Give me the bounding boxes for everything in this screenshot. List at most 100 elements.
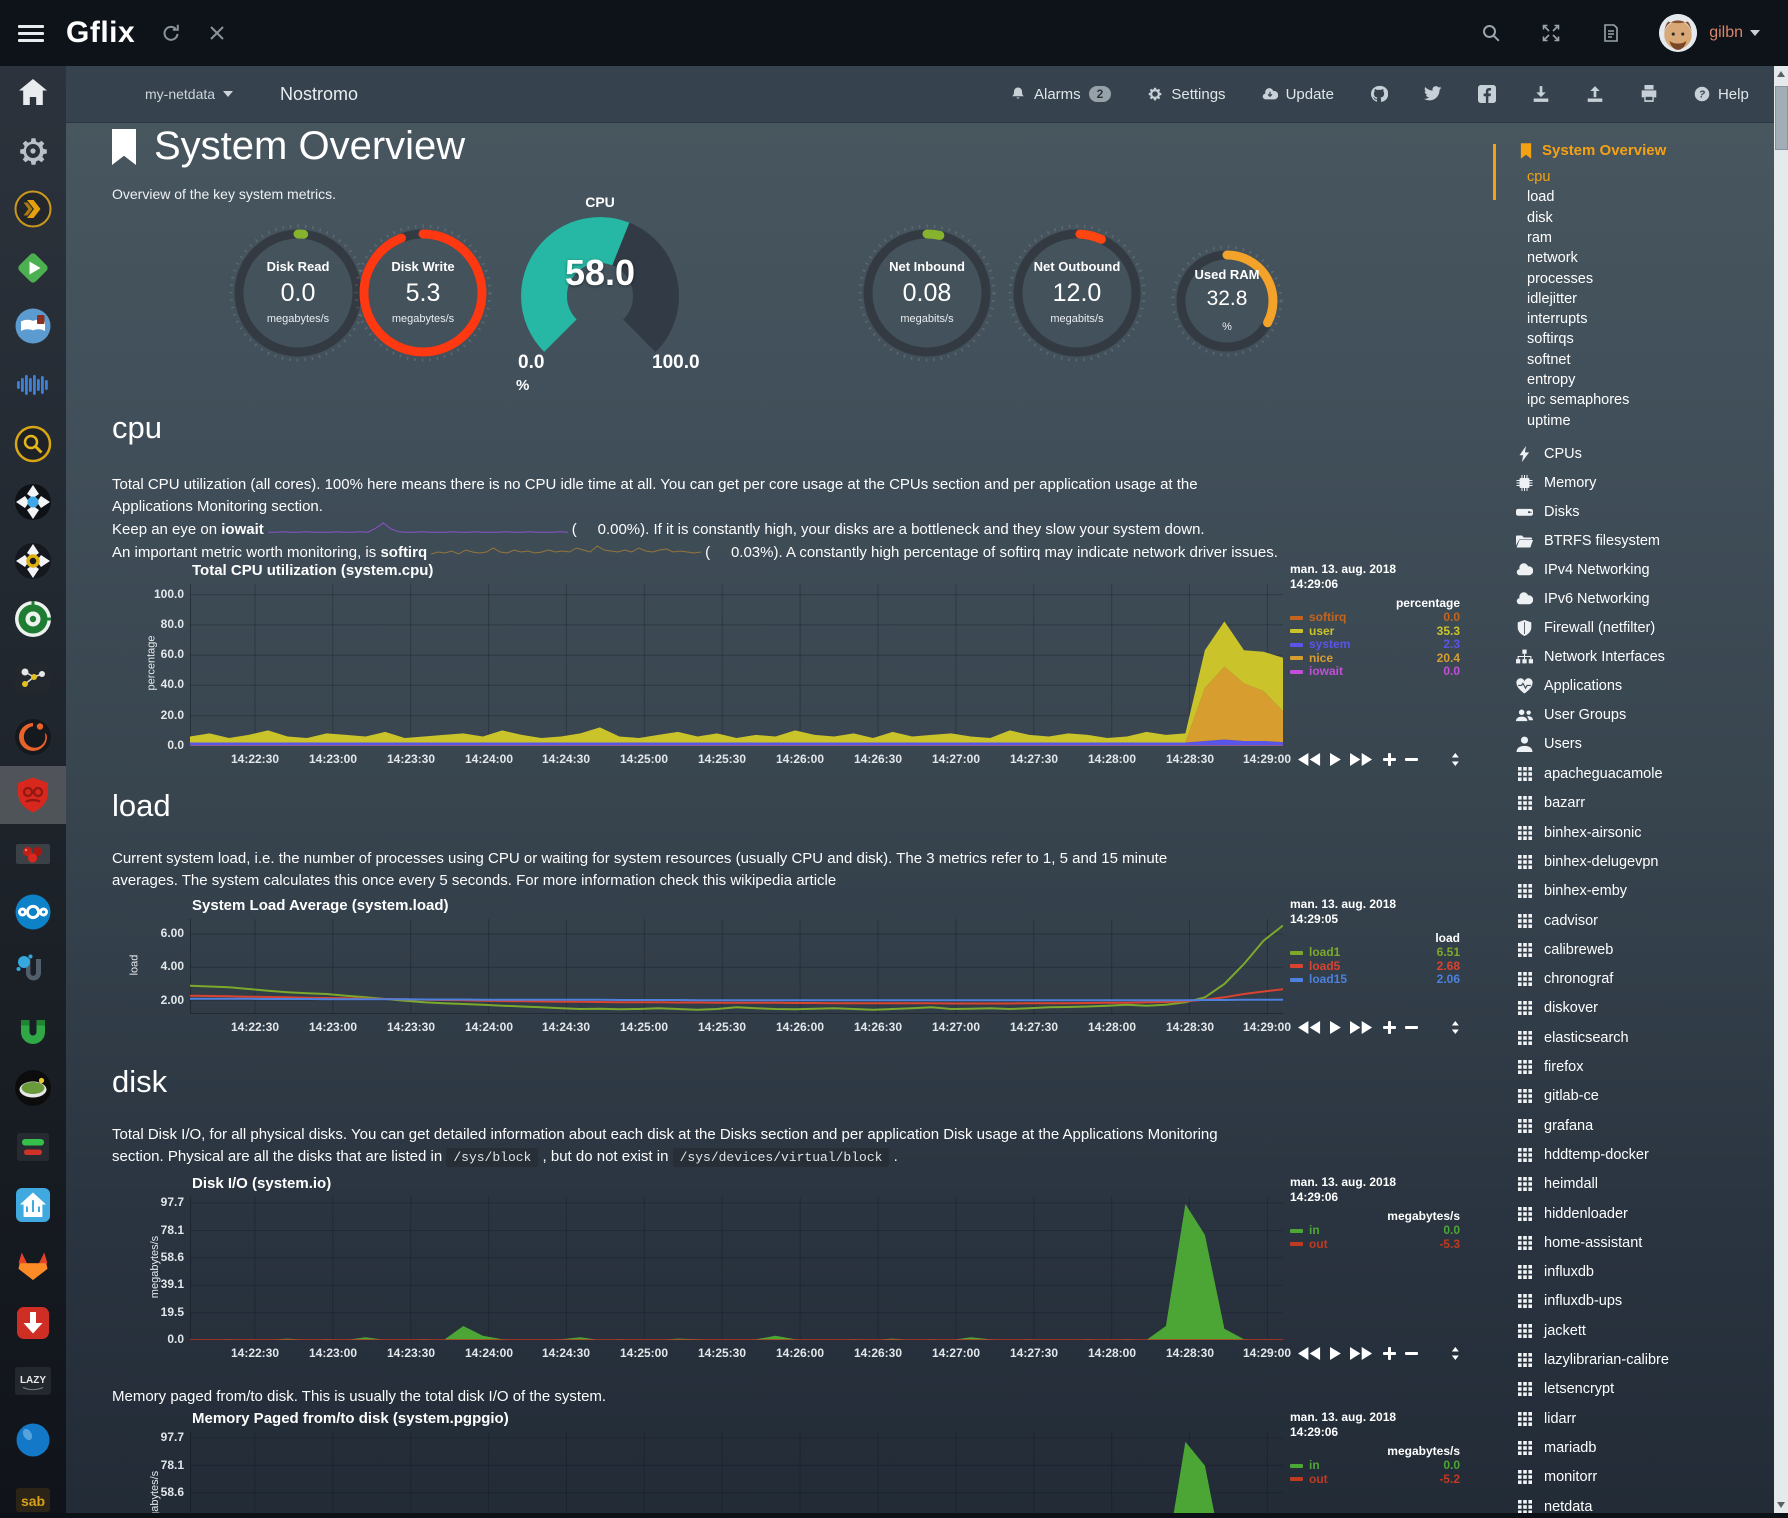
sidebar-app-hddtemp-docker[interactable]: hddtemp-docker [1518, 1147, 1649, 1163]
gauge-net-inbound[interactable]: Net Inbound 0.08 megabits/s [852, 218, 1002, 368]
chart-plot[interactable] [190, 584, 1283, 746]
user-menu[interactable]: gilbn [1709, 24, 1760, 42]
rail-item-app-fan-blue[interactable] [13, 482, 53, 522]
pan-back-button[interactable] [1298, 753, 1321, 766]
sidebar-section-firewall-netfilter-[interactable]: Firewall (netfilter) [1516, 620, 1655, 636]
sidebar-section-ipv6-networking[interactable]: IPv6 Networking [1516, 591, 1650, 607]
zoom-out-button[interactable] [1404, 753, 1418, 766]
rail-item-calibre[interactable] [13, 306, 53, 346]
rail-item-sabnzbd[interactable]: sab [13, 1478, 53, 1518]
sidebar-app-cadvisor[interactable]: cadvisor [1518, 913, 1598, 929]
rail-item-diskover[interactable] [13, 658, 53, 698]
sidebar-item-ipc-semaphores[interactable]: ipc semaphores [1527, 392, 1630, 409]
sidebar-app-lazylibrarian-calibre[interactable]: lazylibrarian-calibre [1518, 1352, 1669, 1368]
sidebar-item-processes[interactable]: processes [1527, 270, 1594, 287]
gauge-used-ram[interactable]: Used RAM 32.8% [1165, 239, 1289, 363]
legend-row-out[interactable]: out -5.3 [1290, 1237, 1460, 1252]
sidebar-app-diskover[interactable]: diskover [1518, 1000, 1598, 1016]
legend-row-iowait[interactable]: iowait 0.0 [1290, 664, 1460, 679]
pan-forward-button[interactable] [1350, 753, 1373, 766]
rail-item-ubooquity[interactable] [13, 951, 53, 991]
sidebar-app-influxdb-ups[interactable]: influxdb-ups [1518, 1293, 1622, 1309]
zoom-in-button[interactable] [1382, 753, 1396, 766]
chart-plot[interactable] [190, 1432, 1283, 1513]
legend-row-load15[interactable]: load15 2.06 [1290, 972, 1460, 987]
sidebar-app-calibreweb[interactable]: calibreweb [1518, 942, 1613, 958]
rail-item-monitorr[interactable] [13, 1127, 53, 1167]
pan-forward-button[interactable] [1350, 1347, 1373, 1360]
settings-button[interactable]: Settings [1147, 86, 1226, 103]
legend-row-load1[interactable]: load1 6.51 [1290, 945, 1460, 960]
sidebar-app-binhex-emby[interactable]: binhex-emby [1518, 883, 1627, 899]
sidebar-item-load[interactable]: load [1527, 189, 1555, 206]
chart-plot[interactable] [190, 1197, 1283, 1340]
facebook-icon[interactable] [1477, 85, 1496, 103]
zoom-in-button[interactable] [1382, 1021, 1396, 1034]
sidebar-item-interrupts[interactable]: interrupts [1527, 311, 1588, 328]
sidebar-section-disks[interactable]: Disks [1516, 504, 1579, 520]
legend-row-in[interactable]: in 0.0 [1290, 1223, 1460, 1238]
rail-item-netdata[interactable] [0, 766, 66, 825]
rail-item-plex[interactable] [13, 189, 53, 229]
legend-row-user[interactable]: user 35.3 [1290, 624, 1460, 639]
rail-item-app-fan-yellow[interactable] [13, 541, 53, 581]
sidebar-item-softnet[interactable]: softnet [1527, 351, 1571, 368]
github-icon[interactable] [1370, 85, 1388, 103]
sidebar-item-cpu[interactable]: cpu [1527, 169, 1551, 185]
sidebar-app-apacheguacamole[interactable]: apacheguacamole [1518, 766, 1663, 782]
scrollbar-up-arrow[interactable] [1777, 71, 1785, 77]
sidebar-app-binhex-delugevpn[interactable]: binhex-delugevpn [1518, 854, 1658, 870]
close-tab-icon[interactable] [207, 23, 227, 43]
rail-item-app-green-ring[interactable] [13, 599, 53, 639]
sidebar-item-uptime[interactable]: uptime [1527, 412, 1571, 429]
sidebar-section-cpus[interactable]: CPUs [1516, 446, 1582, 462]
rail-item-app-green-magnet[interactable] [13, 1010, 53, 1050]
play-button[interactable] [1330, 1347, 1342, 1360]
pan-back-button[interactable] [1298, 1021, 1321, 1034]
gauge-net-outbound[interactable]: Net Outbound 12.0 megabits/s [1002, 218, 1152, 368]
sidebar-item-idlejitter[interactable]: idlejitter [1527, 290, 1577, 307]
sidebar-app-lidarr[interactable]: lidarr [1518, 1411, 1576, 1427]
sidebar-item-ram[interactable]: ram [1527, 229, 1552, 246]
rail-item-emby[interactable] [13, 248, 53, 288]
sidebar-item-entropy[interactable]: entropy [1527, 372, 1576, 388]
sidebar-app-gitlab-ce[interactable]: gitlab-ce [1518, 1088, 1599, 1104]
sidebar-section-memory[interactable]: Memory [1516, 475, 1596, 491]
sidebar-section-system-overview[interactable]: System Overview [1520, 142, 1666, 159]
rail-item-app-berries[interactable] [13, 834, 53, 874]
refresh-icon[interactable] [161, 23, 181, 43]
pan-forward-button[interactable] [1350, 1021, 1373, 1034]
pan-back-button[interactable] [1298, 1347, 1321, 1360]
twitter-icon[interactable] [1423, 85, 1442, 103]
sidebar-app-binhex-airsonic[interactable]: binhex-airsonic [1518, 825, 1642, 841]
sidebar-app-bazarr[interactable]: bazarr [1518, 795, 1585, 811]
sidebar-app-jackett[interactable]: jackett [1518, 1323, 1586, 1339]
legend-row-nice[interactable]: nice 20.4 [1290, 651, 1460, 666]
sidebar-app-monitorr[interactable]: monitorr [1518, 1469, 1597, 1485]
server-dropdown[interactable]: my-netdata [145, 86, 234, 102]
sidebar-section-applications[interactable]: Applications [1516, 678, 1622, 694]
legend-row-out[interactable]: out -5.2 [1290, 1472, 1460, 1487]
sidebar-section-btrfs-filesystem[interactable]: BTRFS filesystem [1516, 533, 1660, 549]
rail-item-app-drop[interactable] [13, 1420, 53, 1460]
print-icon[interactable] [1640, 85, 1658, 103]
help-button[interactable]: ? Help [1694, 86, 1749, 103]
sidebar-section-users[interactable]: Users [1516, 736, 1582, 752]
legend-row-in[interactable]: in 0.0 [1290, 1458, 1460, 1473]
resize-handle[interactable] [1451, 753, 1460, 766]
sidebar-app-firefox[interactable]: firefox [1518, 1059, 1584, 1075]
sidebar-item-disk[interactable]: disk [1527, 209, 1553, 226]
rail-item-nextcloud[interactable] [13, 892, 53, 932]
scrollbar-down-arrow[interactable] [1777, 1502, 1785, 1508]
rail-item-home[interactable] [13, 72, 53, 112]
sidebar-app-influxdb[interactable]: influxdb [1518, 1264, 1594, 1280]
search-icon[interactable] [1481, 23, 1501, 43]
rail-item-gitlab[interactable] [13, 1244, 53, 1284]
avatar[interactable] [1659, 14, 1698, 52]
gauge-disk-write[interactable]: Disk Write 5.3 megabytes/s [348, 218, 498, 368]
legend-row-system[interactable]: system 2.3 [1290, 637, 1460, 652]
rail-item-grafana[interactable] [13, 717, 53, 757]
resize-handle[interactable] [1451, 1021, 1460, 1034]
sidebar-app-grafana[interactable]: grafana [1518, 1118, 1593, 1134]
legend-row-softirq[interactable]: softirq 0.0 [1290, 610, 1460, 625]
